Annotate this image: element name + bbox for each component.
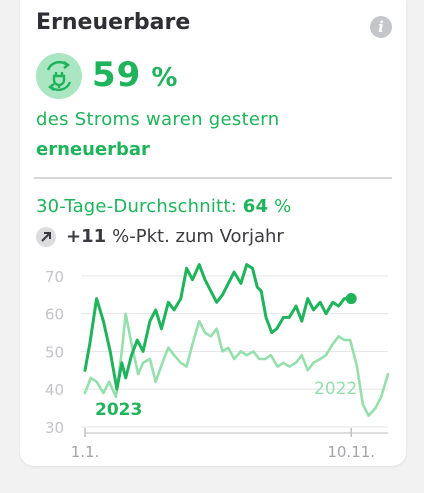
y-tick-label: 70 bbox=[45, 268, 64, 286]
renewable-plug-icon bbox=[36, 53, 82, 99]
kpi-unit: % bbox=[151, 63, 178, 93]
trend-up-arrow-icon bbox=[36, 226, 56, 247]
x-tick-label: 1.1. bbox=[71, 443, 100, 461]
renewables-line-chart: 70 60 50 40 30 1.1. 10.11. 2023 2022 bbox=[45, 263, 390, 461]
x-tick-label: 10.11. bbox=[327, 443, 375, 461]
series-line-2022 bbox=[83, 312, 390, 417]
avg-value: 64 bbox=[242, 196, 269, 217]
avg-unit: % bbox=[274, 196, 292, 217]
renewable-share-value: 59 % bbox=[92, 55, 177, 95]
yoy-value: +11 bbox=[66, 226, 107, 247]
thirty-day-average: 30-Tage-Durchschnitt: 64 % bbox=[36, 196, 291, 217]
series-line-2023 bbox=[83, 263, 353, 391]
series-label-2023: 2023 bbox=[95, 400, 142, 420]
renewables-card[interactable]: Erneuerbare i 59 % des Stroms waren gest… bbox=[20, 0, 406, 466]
year-over-year: +11 %-Pkt. zum Vorjahr bbox=[36, 226, 284, 247]
info-icon[interactable]: i bbox=[370, 16, 392, 38]
card-title: Erneuerbare bbox=[36, 10, 191, 35]
divider bbox=[34, 177, 392, 179]
yoy-text: %-Pkt. zum Vorjahr bbox=[112, 226, 284, 247]
y-tick-label: 30 bbox=[45, 419, 64, 437]
y-tick-label: 50 bbox=[45, 343, 64, 361]
kpi-subtitle-bold: erneuerbar bbox=[36, 139, 150, 160]
series-label-2022: 2022 bbox=[314, 379, 357, 399]
kpi-subtitle: des Stroms waren gestern bbox=[36, 109, 280, 130]
y-tick-label: 60 bbox=[45, 306, 64, 324]
series-end-dot-2023 bbox=[345, 293, 357, 305]
kpi-number: 59 bbox=[92, 55, 142, 95]
y-tick-label: 40 bbox=[45, 381, 64, 399]
avg-label: 30-Tage-Durchschnitt: bbox=[36, 196, 237, 217]
